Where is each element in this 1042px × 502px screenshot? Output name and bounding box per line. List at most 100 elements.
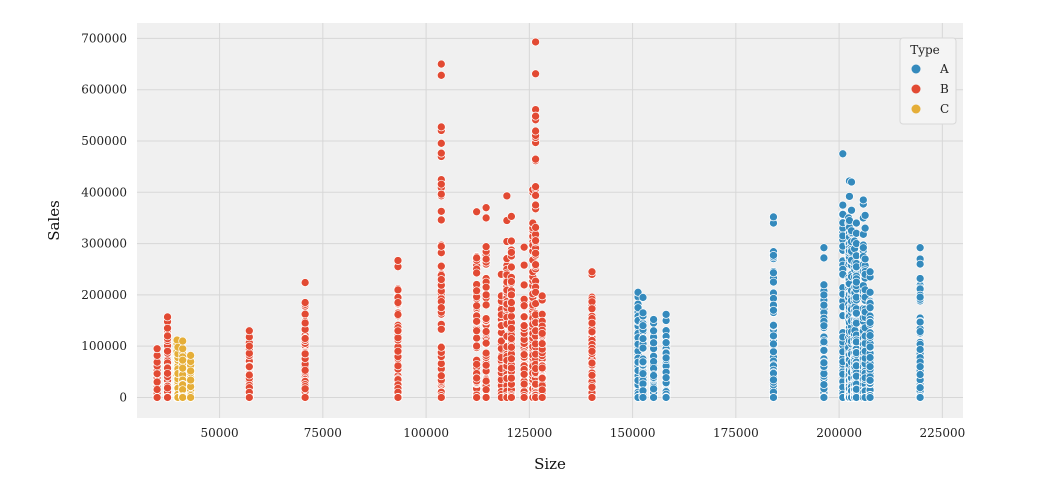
data-point-B bbox=[300, 349, 310, 359]
data-point-A bbox=[865, 362, 875, 371]
data-point-A bbox=[865, 287, 875, 297]
data-point-B bbox=[481, 385, 491, 395]
data-point-B bbox=[436, 59, 446, 69]
data-point-A bbox=[819, 358, 829, 368]
data-point-B bbox=[537, 339, 547, 348]
data-point-B bbox=[537, 373, 547, 383]
data-point-B bbox=[152, 393, 162, 402]
data-point-B bbox=[481, 393, 491, 402]
data-point-B bbox=[300, 365, 310, 375]
legend-label-C: C bbox=[940, 102, 949, 116]
data-point-B bbox=[531, 69, 540, 79]
data-point-B bbox=[393, 361, 403, 371]
data-point-A bbox=[819, 369, 829, 379]
data-point-B bbox=[587, 382, 597, 392]
data-point-A bbox=[819, 253, 829, 263]
data-point-B bbox=[152, 369, 162, 379]
data-point-C bbox=[178, 363, 188, 373]
data-point-A bbox=[865, 331, 875, 340]
data-point-C bbox=[186, 351, 195, 360]
data-point-B bbox=[531, 223, 540, 232]
data-point-B bbox=[531, 37, 540, 47]
data-point-B bbox=[537, 291, 547, 301]
legend-label-B: B bbox=[940, 82, 949, 96]
data-point-A bbox=[860, 254, 870, 264]
y-tick-label: 100000 bbox=[81, 339, 127, 353]
x-tick-label: 100000 bbox=[403, 426, 449, 440]
data-point-A bbox=[819, 393, 829, 402]
data-point-A bbox=[638, 308, 648, 318]
data-point-A bbox=[649, 371, 658, 380]
data-point-B bbox=[507, 324, 516, 333]
data-point-B bbox=[472, 359, 481, 369]
data-point-B bbox=[163, 393, 172, 402]
data-point-A bbox=[865, 393, 875, 402]
data-point-B bbox=[436, 148, 446, 158]
data-point-A bbox=[819, 321, 829, 331]
data-point-C bbox=[178, 393, 188, 402]
data-point-B bbox=[507, 311, 516, 321]
data-point-B bbox=[587, 393, 597, 402]
data-point-A bbox=[915, 317, 925, 327]
data-point-B bbox=[531, 191, 540, 200]
data-point-A bbox=[769, 277, 778, 287]
data-point-A bbox=[865, 353, 875, 362]
data-point-A bbox=[819, 346, 829, 355]
data-point-B bbox=[472, 286, 481, 296]
data-point-B bbox=[393, 256, 403, 265]
data-point-A bbox=[860, 211, 870, 220]
data-point-B bbox=[537, 385, 547, 395]
data-point-A bbox=[819, 290, 829, 300]
data-point-A bbox=[769, 375, 778, 385]
data-point-B bbox=[152, 344, 162, 354]
data-point-A bbox=[661, 310, 671, 319]
data-point-B bbox=[537, 363, 547, 373]
data-point-A bbox=[661, 393, 671, 402]
data-point-C bbox=[186, 393, 195, 402]
y-axis-ticks: 0 100000 200000 300000 400000 500000 600000 700… bbox=[81, 31, 127, 404]
data-point-B bbox=[163, 383, 172, 393]
y-axis-label: Sales bbox=[45, 200, 63, 241]
y-tick-label: 400000 bbox=[81, 185, 127, 199]
data-point-A bbox=[852, 308, 861, 318]
data-point-B bbox=[300, 318, 310, 328]
data-point-B bbox=[393, 346, 403, 356]
data-point-A bbox=[769, 347, 778, 357]
data-point-B bbox=[244, 326, 254, 336]
data-point-B bbox=[481, 338, 491, 348]
data-point-B bbox=[436, 275, 446, 284]
data-point-B bbox=[163, 368, 172, 378]
data-point-B bbox=[481, 300, 491, 310]
data-point-A bbox=[915, 243, 925, 253]
data-point-A bbox=[661, 373, 671, 383]
y-tick-label: 700000 bbox=[81, 31, 127, 45]
data-point-B bbox=[436, 393, 446, 402]
data-point-B bbox=[587, 318, 597, 328]
data-point-A bbox=[649, 393, 658, 402]
data-point-B bbox=[300, 278, 310, 287]
data-point-A bbox=[915, 393, 925, 402]
data-point-A bbox=[915, 383, 925, 393]
data-point-B bbox=[537, 393, 547, 402]
data-point-A bbox=[865, 342, 875, 352]
data-point-B bbox=[436, 215, 446, 225]
data-point-A bbox=[638, 293, 648, 302]
data-point-B bbox=[531, 126, 540, 136]
data-point-B bbox=[163, 331, 172, 341]
data-point-A bbox=[649, 338, 658, 348]
data-point-B bbox=[436, 138, 446, 148]
data-point-B bbox=[587, 346, 597, 356]
data-point-B bbox=[531, 200, 540, 210]
data-point-A bbox=[638, 321, 648, 331]
data-point-B bbox=[519, 242, 529, 252]
data-point-A bbox=[769, 339, 778, 349]
data-point-B bbox=[163, 323, 172, 333]
data-point-B bbox=[472, 207, 481, 217]
data-point-B bbox=[244, 370, 254, 380]
data-point-B bbox=[519, 321, 529, 331]
y-tick-label: 0 bbox=[119, 390, 127, 404]
data-point-B bbox=[481, 242, 491, 252]
data-point-B bbox=[519, 393, 529, 402]
data-point-B bbox=[481, 254, 491, 264]
legend: Type ABC bbox=[899, 37, 957, 125]
